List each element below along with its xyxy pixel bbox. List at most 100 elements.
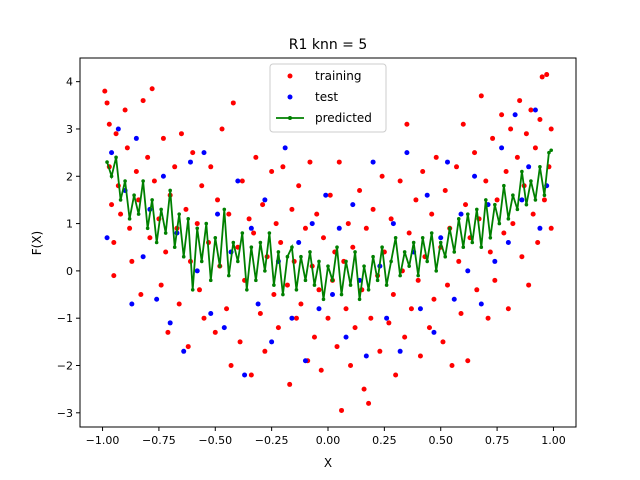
predicted-point-71 bbox=[425, 259, 430, 264]
test-point-32 bbox=[316, 306, 322, 312]
training-point-72 bbox=[293, 315, 299, 321]
predicted-point-57 bbox=[362, 264, 366, 268]
predicted-point-10 bbox=[150, 198, 154, 202]
training-point-1 bbox=[104, 100, 110, 106]
test-point-21 bbox=[242, 372, 248, 378]
training-point-69 bbox=[287, 381, 293, 387]
predicted-point-34 bbox=[258, 240, 263, 245]
training-point-158 bbox=[519, 254, 525, 260]
test-point-59 bbox=[499, 145, 505, 151]
legend-box bbox=[269, 63, 387, 133]
predicted-point-32 bbox=[249, 245, 254, 250]
predicted-point-18 bbox=[186, 217, 191, 221]
training-point-129 bbox=[442, 187, 448, 193]
test-point-1 bbox=[109, 150, 115, 156]
training-point-26 bbox=[165, 329, 171, 335]
training-point-149 bbox=[494, 197, 500, 203]
training-point-141 bbox=[474, 287, 480, 293]
training-point-160 bbox=[523, 131, 529, 137]
training-point-132 bbox=[449, 363, 455, 368]
training-point-5 bbox=[111, 240, 117, 245]
predicted-point-17 bbox=[181, 254, 186, 259]
predicted-point-0 bbox=[105, 160, 109, 164]
test-point-29 bbox=[296, 240, 302, 245]
predicted-point-41 bbox=[290, 245, 294, 250]
training-point-41 bbox=[208, 164, 214, 170]
predicted-point-66 bbox=[402, 250, 407, 254]
test-point-39 bbox=[363, 353, 369, 359]
x-tick-label-7: 0.75 bbox=[485, 434, 510, 447]
test-point-37 bbox=[350, 202, 356, 208]
predicted-point-95 bbox=[533, 198, 538, 202]
x-tick-label-2: −0.50 bbox=[198, 434, 232, 447]
predicted-point-51 bbox=[335, 245, 339, 250]
training-point-154 bbox=[508, 126, 514, 132]
x-tick-label-8: 1.00 bbox=[541, 434, 566, 447]
training-point-6 bbox=[111, 273, 117, 279]
training-point-144 bbox=[483, 178, 489, 184]
test-point-31 bbox=[309, 221, 315, 227]
predicted-point-9 bbox=[145, 226, 150, 231]
predicted-line bbox=[106, 149, 552, 300]
test-point-15 bbox=[201, 150, 207, 156]
training-point-172 bbox=[548, 225, 554, 231]
predicted-point-86 bbox=[493, 202, 497, 207]
training-point-14 bbox=[133, 169, 139, 175]
test-point-22 bbox=[248, 225, 254, 231]
predicted-point-30 bbox=[240, 231, 245, 235]
test-point-53 bbox=[458, 211, 464, 217]
y-axis-label: F(X) bbox=[30, 231, 44, 256]
training-point-10 bbox=[122, 107, 128, 113]
training-point-118 bbox=[413, 197, 419, 203]
predicted-point-27 bbox=[227, 273, 231, 278]
training-point-81 bbox=[316, 287, 322, 293]
predicted-point-88 bbox=[502, 183, 506, 188]
y-axis: −3 −2 −1 0 1 2 3 4 bbox=[57, 76, 80, 420]
y-tick-label-6: 3 bbox=[66, 123, 73, 136]
training-point-45 bbox=[219, 126, 225, 132]
training-point-77 bbox=[307, 159, 313, 165]
test-point-12 bbox=[181, 348, 187, 354]
training-point-21 bbox=[151, 178, 157, 184]
training-point-28 bbox=[172, 164, 178, 170]
training-point-35 bbox=[190, 150, 196, 156]
test-point-62 bbox=[519, 197, 525, 203]
training-point-36 bbox=[194, 221, 200, 227]
training-point-147 bbox=[490, 135, 496, 141]
training-point-7 bbox=[113, 131, 119, 137]
training-point-166 bbox=[537, 117, 543, 122]
training-point-153 bbox=[505, 306, 511, 312]
training-point-70 bbox=[289, 206, 295, 212]
training-point-49 bbox=[230, 100, 236, 106]
training-point-146 bbox=[487, 249, 493, 255]
y-tick-label-2: −1 bbox=[57, 312, 73, 325]
test-point-6 bbox=[140, 254, 146, 260]
training-point-47 bbox=[226, 211, 232, 217]
training-point-117 bbox=[408, 306, 414, 312]
test-point-43 bbox=[390, 221, 396, 227]
predicted-point-73 bbox=[434, 269, 439, 273]
predicted-point-96 bbox=[538, 165, 542, 169]
legend: training test predicted bbox=[269, 63, 387, 133]
legend-predicted-label: predicted bbox=[315, 111, 372, 125]
predicted-point-68 bbox=[411, 240, 416, 245]
training-point-52 bbox=[239, 178, 245, 184]
training-point-105 bbox=[377, 348, 383, 354]
training-point-4 bbox=[109, 202, 115, 208]
training-point-163 bbox=[530, 211, 536, 217]
predicted-point-82 bbox=[475, 207, 479, 212]
training-point-63 bbox=[271, 292, 277, 298]
predicted-point-54 bbox=[348, 283, 353, 287]
training-point-82 bbox=[318, 367, 324, 373]
predicted-point-59 bbox=[371, 254, 375, 259]
predicted-point-35 bbox=[263, 269, 267, 273]
predicted-point-4 bbox=[123, 179, 127, 183]
training-point-114 bbox=[402, 334, 408, 340]
predicted-point-64 bbox=[393, 235, 398, 240]
training-point-89 bbox=[336, 159, 342, 165]
training-point-79 bbox=[311, 334, 317, 340]
y-tick-label-7: 4 bbox=[66, 76, 73, 89]
test-point-4 bbox=[129, 301, 135, 307]
training-point-109 bbox=[388, 216, 394, 222]
training-point-57 bbox=[253, 154, 259, 160]
